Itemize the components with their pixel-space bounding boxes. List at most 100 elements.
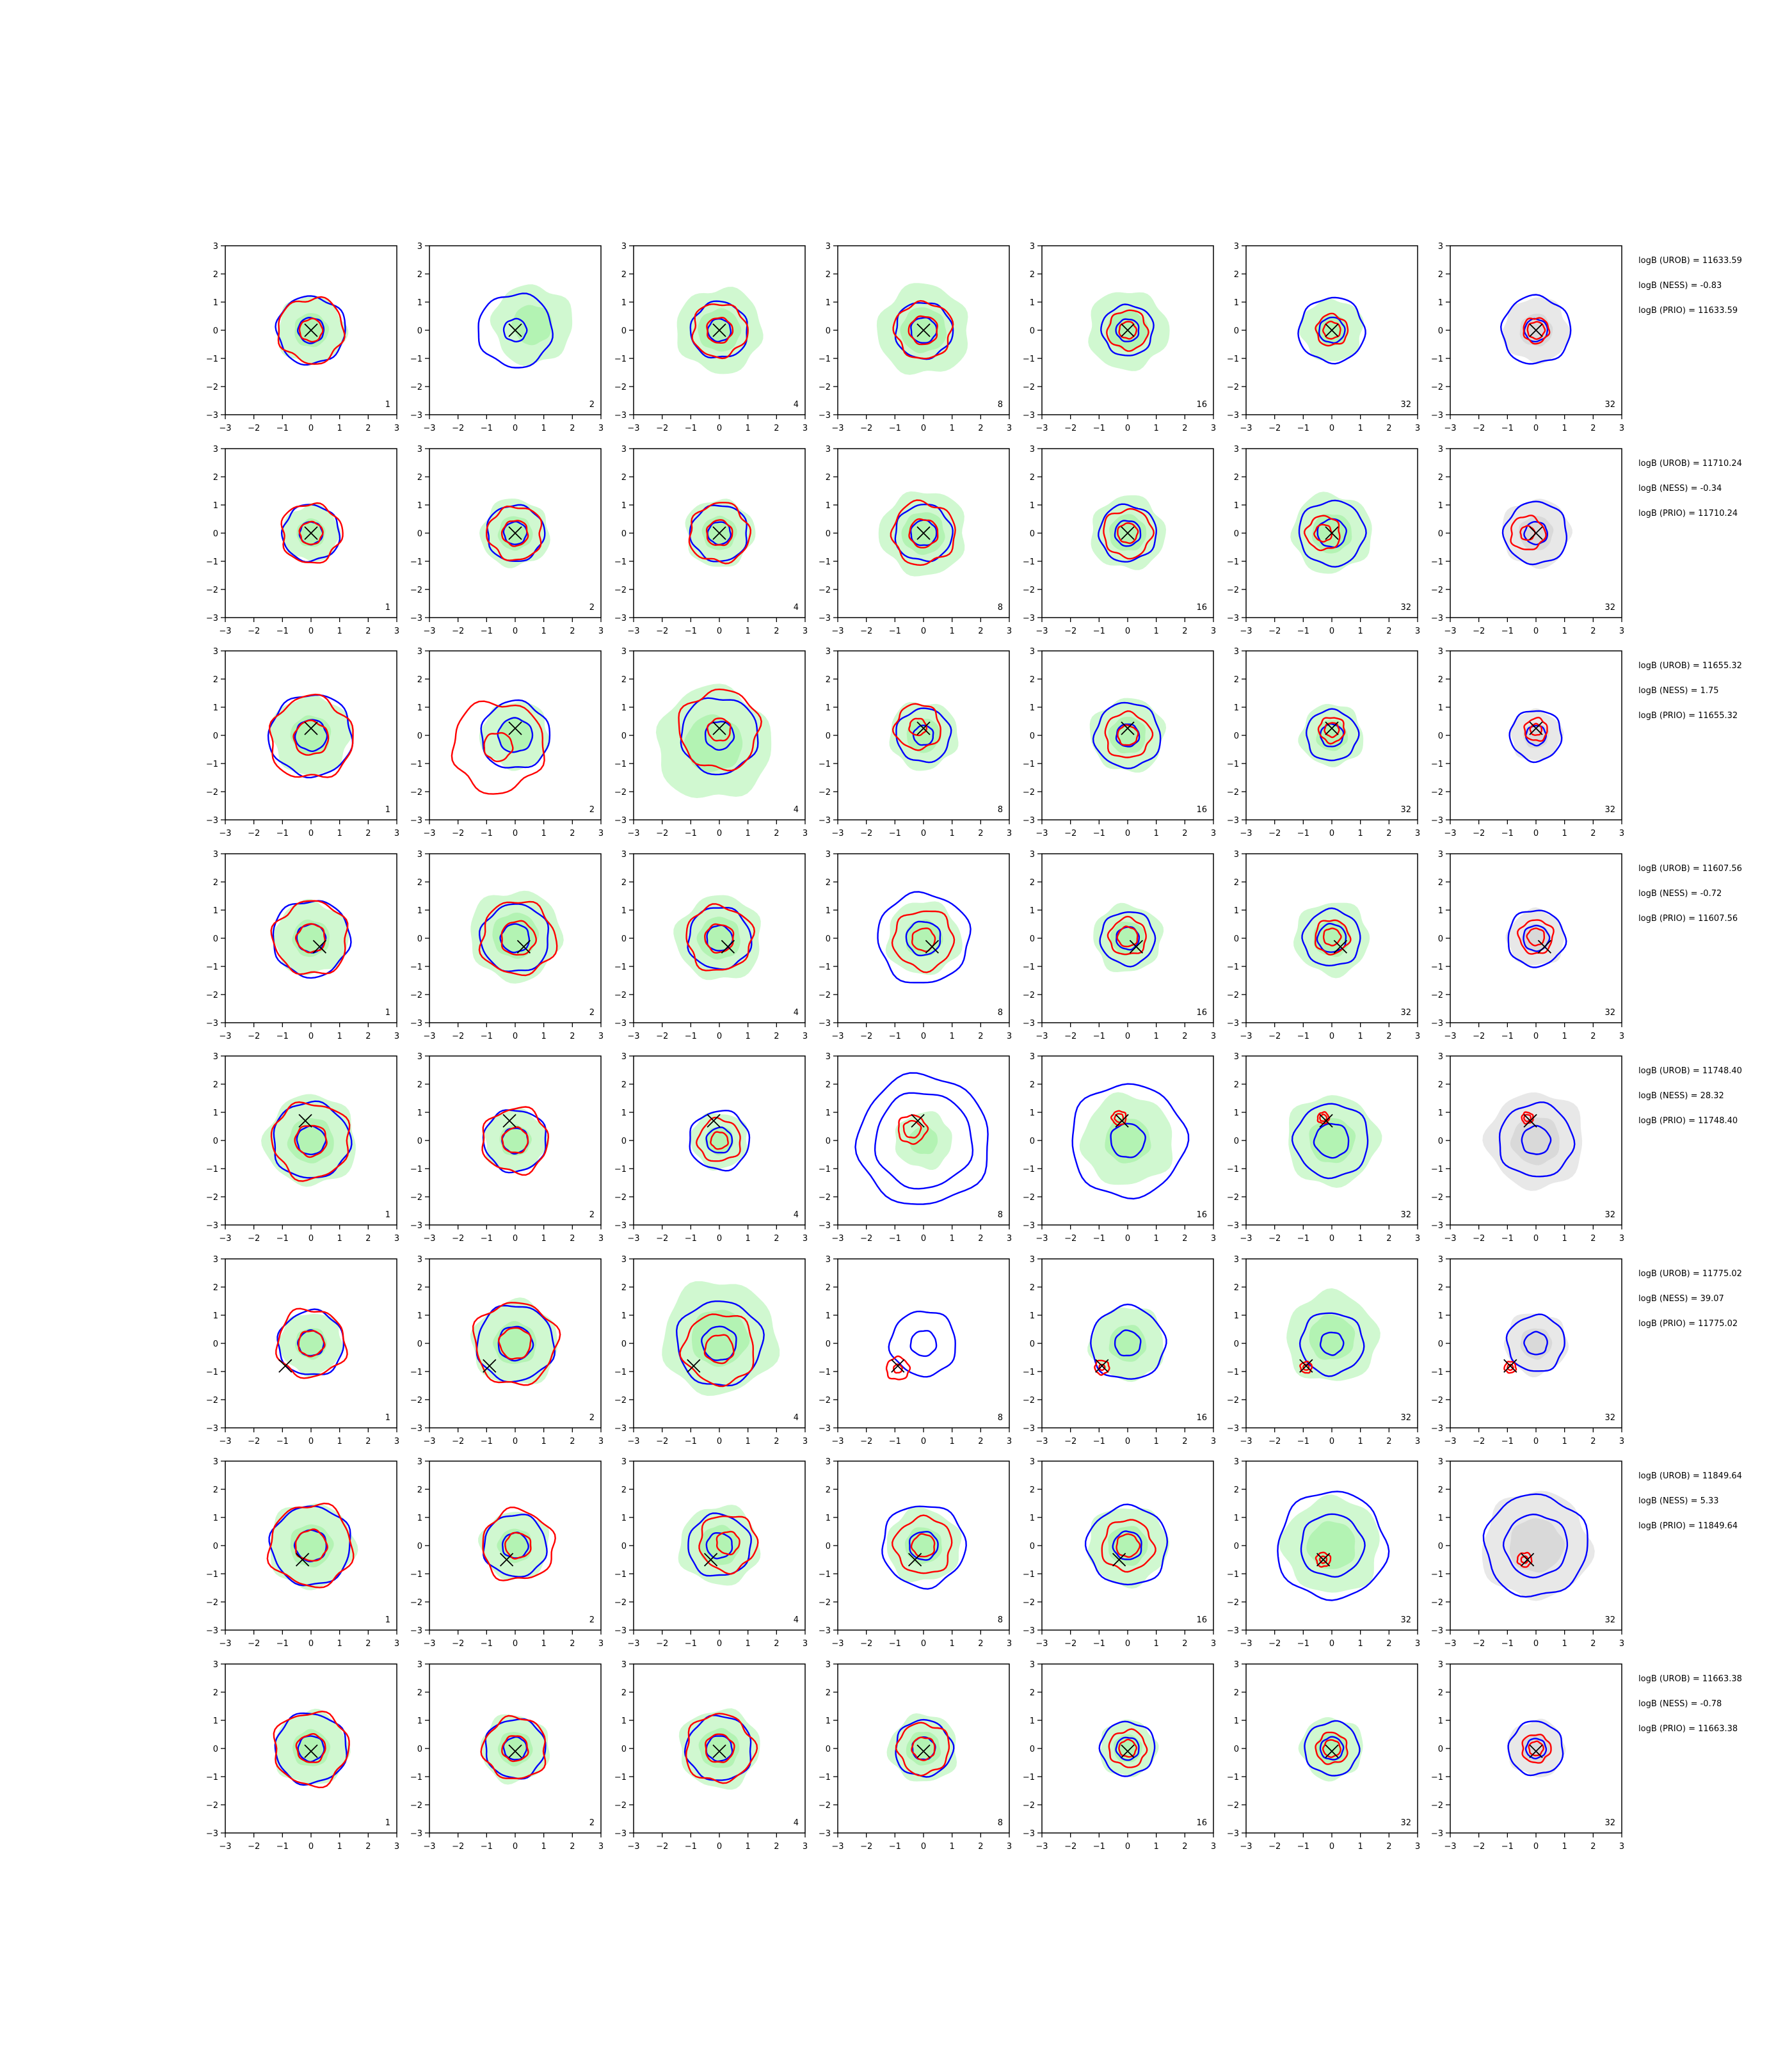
contour-blue-inner (499, 923, 531, 954)
logb-annotation: logB (PRIO) = 11663.38 (1638, 1724, 1738, 1734)
logb-annotation: logB (PRIO) = 11633.59 (1638, 306, 1738, 316)
column-label: 1 (385, 1615, 390, 1625)
density-fill-inner (1509, 1518, 1565, 1573)
contour-red-outer (1108, 1728, 1148, 1768)
y-tick-label: −2 (1227, 1801, 1239, 1811)
y-tick-label: −1 (1227, 1368, 1239, 1377)
x-tick-label: −3 (219, 1234, 231, 1244)
y-tick-label: −1 (1023, 963, 1035, 972)
y-tick-label: −2 (1023, 586, 1035, 595)
true-value-marker (516, 940, 531, 954)
x-tick-label: −2 (248, 424, 260, 433)
x-tick-label: 2 (1386, 1234, 1391, 1244)
y-tick-label: −1 (1023, 1773, 1035, 1782)
y-tick-label: 2 (621, 1485, 627, 1495)
x-tick-label: −3 (1240, 1234, 1252, 1244)
x-tick-label: −3 (1036, 627, 1048, 636)
subplot-r6-c6: −3−3 −2 −2 −1 −1 0 0 1 1 2 2 3 3 32 (1227, 1255, 1420, 1446)
x-tick-label: 1 (337, 1032, 342, 1041)
y-tick-label: −3 (1431, 1626, 1443, 1636)
contour-red-inner (501, 1126, 529, 1154)
x-tick-label: 3 (1007, 424, 1012, 433)
y-tick-label: 1 (1438, 1108, 1443, 1118)
x-tick-label: 0 (1533, 1842, 1539, 1852)
y-tick-label: 2 (213, 1688, 218, 1698)
contour-red-inner (707, 717, 732, 742)
y-tick-label: 3 (621, 850, 627, 860)
logb-annotation: logB (NESS) = 5.33 (1638, 1496, 1719, 1506)
x-tick-label: −3 (423, 1639, 435, 1649)
y-tick-label: 1 (1030, 1514, 1035, 1523)
x-tick-label: −2 (860, 829, 872, 838)
y-tick-label: −1 (614, 963, 627, 972)
y-tick-label: −2 (819, 1193, 831, 1203)
x-tick-label: −2 (452, 1842, 464, 1852)
y-tick-label: −1 (410, 1368, 422, 1377)
x-tick-label: 2 (1386, 1437, 1391, 1446)
y-tick-label: 3 (417, 1457, 422, 1467)
y-tick-label: 0 (1234, 1340, 1239, 1349)
x-tick-label: 3 (394, 829, 399, 838)
x-tick-label: 1 (746, 829, 751, 838)
x-tick-label: −1 (889, 1842, 901, 1852)
column-label: 1 (385, 1210, 390, 1220)
contour-red-outer (451, 700, 545, 795)
x-tick-label: −2 (1473, 1639, 1485, 1649)
plot-area (1098, 1719, 1159, 1777)
x-tick-label: −3 (831, 1639, 844, 1649)
y-tick-label: −2 (1431, 1193, 1443, 1203)
y-tick-label: −3 (819, 1424, 831, 1434)
x-tick-label: −2 (1064, 424, 1076, 433)
contour-blue-outer (1507, 1720, 1564, 1777)
density-fill-outer (269, 694, 353, 776)
y-tick-label: −1 (1431, 355, 1443, 364)
x-tick-label: 3 (1211, 424, 1216, 433)
x-tick-label: 0 (1329, 1437, 1334, 1446)
y-tick-label: 0 (1234, 529, 1239, 539)
y-tick-label: 3 (417, 242, 422, 252)
contour-blue-outer (881, 1505, 967, 1590)
contour-red-outer (685, 903, 756, 972)
x-tick-label: 1 (1154, 627, 1159, 636)
x-tick-label: −1 (685, 1437, 697, 1446)
x-tick-label: 0 (1125, 424, 1130, 433)
x-tick-label: −3 (831, 1234, 844, 1244)
x-tick-label: 1 (1562, 1842, 1567, 1852)
y-tick-label: 1 (1030, 298, 1035, 308)
x-tick-label: −2 (452, 1437, 464, 1446)
x-tick-label: 3 (1619, 1234, 1624, 1244)
y-tick-label: 0 (621, 1745, 627, 1754)
x-tick-label: 0 (717, 1639, 722, 1649)
plot-area (1089, 698, 1167, 773)
subplot-r7-c5: −3−3 −2 −2 −1 −1 0 0 1 1 2 2 3 3 16 (1023, 1457, 1216, 1649)
y-tick-label: 2 (417, 270, 422, 280)
density-fill-outer (490, 284, 573, 366)
x-tick-label: −1 (889, 1437, 901, 1446)
true-value-marker (712, 1744, 726, 1759)
density-fill-outer (889, 701, 959, 771)
contour-red-outer (482, 1507, 556, 1581)
y-tick-label: 3 (213, 445, 218, 454)
y-tick-label: 0 (826, 934, 831, 944)
x-tick-label: 1 (746, 1639, 751, 1649)
x-tick-label: 0 (717, 1437, 722, 1446)
y-tick-label: 2 (621, 270, 627, 280)
y-tick-label: 2 (1234, 1283, 1239, 1293)
column-label: 2 (589, 805, 595, 815)
contour-blue-inner (705, 1532, 733, 1560)
column-label: 32 (1604, 1413, 1615, 1423)
y-tick-label: 3 (1234, 1660, 1239, 1670)
plot-area (1286, 1288, 1380, 1381)
y-tick-label: 2 (1438, 675, 1443, 685)
x-tick-label: 3 (598, 1437, 604, 1446)
y-tick-label: 0 (1234, 934, 1239, 944)
column-label: 32 (1400, 1818, 1411, 1828)
contour-red-outer (1315, 312, 1349, 347)
contour-red-outer (685, 1713, 758, 1784)
y-tick-label: −3 (206, 1221, 218, 1231)
x-tick-label: −1 (1297, 627, 1309, 636)
x-tick-label: −3 (1444, 424, 1456, 433)
x-tick-label: −1 (1297, 1032, 1309, 1041)
x-tick-label: 0 (717, 627, 722, 636)
logb-annotation: logB (UROB) = 11748.40 (1638, 1066, 1742, 1076)
